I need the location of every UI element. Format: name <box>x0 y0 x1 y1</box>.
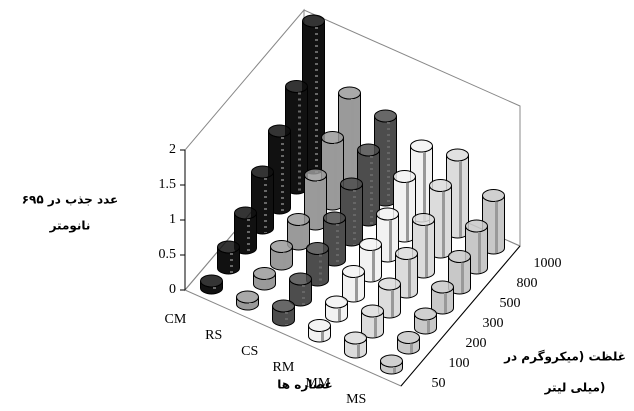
cylinder-top <box>410 139 433 153</box>
cylinder-top <box>338 86 361 100</box>
depth-tick-label: 50 <box>432 376 446 391</box>
cylinder-top <box>217 240 240 254</box>
cylinder-top <box>302 14 325 28</box>
x-tick-label: RS <box>205 328 222 343</box>
cylinder-top <box>397 331 420 344</box>
cylinder-top <box>308 319 331 332</box>
x-tick-label: CS <box>241 344 258 359</box>
z-axis-label: عدد جذب در ۶۹۵ <box>22 193 119 207</box>
cylinder-top <box>342 265 365 278</box>
z-tick-label: 2 <box>169 142 176 157</box>
cylinder-top <box>431 280 454 294</box>
x-tick-label: MM <box>305 376 330 391</box>
depth-axis-label: غلظت (میکروگرم در <box>503 350 626 365</box>
cylinder-top <box>361 304 384 318</box>
cylinder-top <box>287 213 310 226</box>
z-tick-label: 0 <box>169 282 176 297</box>
cylinder-top <box>272 299 295 313</box>
depth-tick-label: 1000 <box>534 256 562 271</box>
cylinder-top <box>412 213 435 226</box>
cylinder-top <box>323 211 346 225</box>
cylinder-top <box>321 131 344 144</box>
x-axis-label: عصاره ها <box>277 378 333 392</box>
cylinder-top <box>340 177 363 191</box>
cylinder-top <box>344 331 367 345</box>
cylinder-top <box>393 170 416 183</box>
z-tick-label: 0.5 <box>159 247 177 262</box>
depth-tick-label: 200 <box>466 336 487 351</box>
x-tick-label: RM <box>273 360 295 375</box>
cylinder-top <box>289 272 312 286</box>
z-tick-label: 1.5 <box>159 177 177 192</box>
depth-tick-label: 300 <box>483 316 504 331</box>
depth-axis-label: میلی لیتر) <box>544 381 606 395</box>
depth-tick-label: 100 <box>449 356 470 371</box>
cylinder-top <box>482 189 505 202</box>
cylinder-top <box>376 207 399 221</box>
cylinder-top <box>251 165 274 179</box>
cylinder-top <box>359 238 382 251</box>
depth-tick-label: 500 <box>500 296 521 311</box>
cylinder-top <box>395 247 418 260</box>
cylinder-top <box>236 290 259 304</box>
cylinder-top <box>414 307 437 321</box>
depth-axis <box>400 245 521 387</box>
z-axis-label: نانومتر <box>49 219 91 234</box>
cylinder-top <box>374 109 397 123</box>
x-tick-label: CM <box>165 312 187 327</box>
cylinder-top <box>357 143 380 157</box>
cylinder-top <box>253 267 276 280</box>
cylinder-top <box>325 295 348 309</box>
cylinder-top <box>306 242 329 255</box>
z-tick-label: 1 <box>169 212 176 227</box>
cylinder-top <box>429 179 452 192</box>
cylinder-top <box>378 277 401 291</box>
cylinder-top <box>268 124 291 138</box>
cylinder-top <box>234 206 257 220</box>
depth-tick-label: 800 <box>517 276 538 291</box>
cylinder-top <box>446 148 469 162</box>
cylinder-top <box>200 274 223 288</box>
cylinder-top <box>304 168 327 182</box>
cylinder-top <box>448 250 471 263</box>
cylinder-top <box>465 219 488 233</box>
cylinder-top <box>285 80 308 93</box>
x-tick-label: MS <box>346 392 366 407</box>
cylinder-top <box>270 240 293 253</box>
cylinder-top <box>380 354 403 368</box>
